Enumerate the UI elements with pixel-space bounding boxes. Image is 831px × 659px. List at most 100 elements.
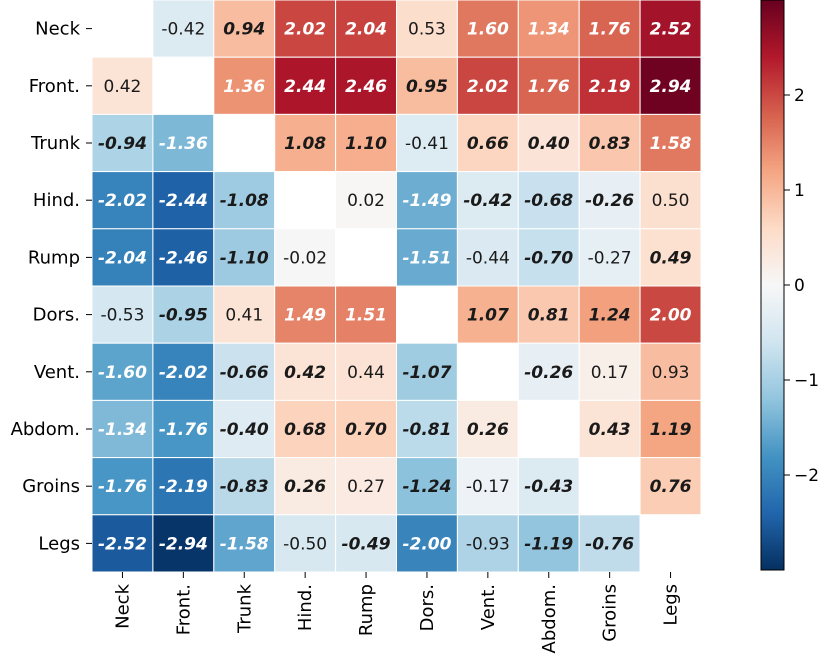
y-tick-label-vent: Vent. xyxy=(34,362,80,383)
cell-label-abdom-legs: 1.19 xyxy=(650,420,692,440)
cell-label-neck-trunk: 0.94 xyxy=(223,20,265,40)
cell-label-trunk-hind: 1.08 xyxy=(284,134,326,154)
cell-label-legs-rump: -0.49 xyxy=(342,534,391,554)
cell-label-legs-neck: -2.52 xyxy=(98,534,147,554)
colorbar: 210−1−2 xyxy=(761,0,819,570)
cell-label-neck-legs: 2.52 xyxy=(650,20,692,40)
cell-label-rump-legs: 0.49 xyxy=(650,248,692,268)
x-tick-label-trunk: Trunk xyxy=(234,583,255,634)
cell-label-vent-rump: 0.44 xyxy=(347,363,385,383)
cell-trunk-trunk xyxy=(214,114,275,171)
x-tick-label-legs: Legs xyxy=(661,584,682,626)
cell-label-vent-groins: 0.17 xyxy=(591,363,629,383)
cell-label-dors-legs: 2.00 xyxy=(650,306,692,326)
cell-label-groins-abdom: -0.43 xyxy=(524,477,573,497)
cell-label-abdom-vent: 0.26 xyxy=(467,420,509,440)
cell-label-front-rump: 2.46 xyxy=(345,77,387,97)
cell-label-front-groins: 2.19 xyxy=(589,77,631,97)
cell-rump-rump xyxy=(336,229,397,286)
cell-label-dors-rump: 1.51 xyxy=(345,306,387,326)
cell-label-abdom-groins: 0.43 xyxy=(589,420,631,440)
cell-label-front-legs: 2.94 xyxy=(650,77,692,97)
cell-label-front-vent: 2.02 xyxy=(467,77,509,97)
cell-label-vent-trunk: -0.66 xyxy=(220,363,269,383)
cell-label-rump-hind: -0.02 xyxy=(283,248,327,268)
heatmap-cells: -0.42 0.94 2.02 2.04 0.53 1.60 1.34 1.76 2.520.4… xyxy=(92,0,701,572)
y-tick-label-rump: Rump xyxy=(28,247,80,268)
x-tick-label-dors: Dors. xyxy=(417,584,438,631)
cell-label-legs-front: -2.94 xyxy=(159,534,208,554)
cell-label-dors-vent: 1.07 xyxy=(467,306,509,326)
colorbar-tick-label-3: −1 xyxy=(794,371,819,391)
cell-label-abdom-hind: 0.68 xyxy=(284,420,326,440)
x-axis-tick-labels: Neck Front. Trunk Hind. Rump Dors. Vent. Abdom.… xyxy=(112,572,681,653)
cell-label-dors-front: -0.95 xyxy=(159,306,208,326)
cell-label-vent-front: -2.02 xyxy=(159,363,208,383)
cell-label-rump-front: -2.46 xyxy=(159,248,208,268)
cell-label-abdom-trunk: -0.40 xyxy=(220,420,269,440)
cell-label-groins-legs: 0.76 xyxy=(650,477,692,497)
cell-label-groins-trunk: -0.83 xyxy=(220,477,269,497)
cell-label-rump-dors: -1.51 xyxy=(402,248,451,268)
cell-label-rump-abdom: -0.70 xyxy=(524,248,573,268)
cell-label-rump-vent: -0.44 xyxy=(466,248,510,268)
cell-label-trunk-legs: 1.58 xyxy=(650,134,692,154)
cell-label-abdom-rump: 0.70 xyxy=(345,420,387,440)
colorbar-gradient xyxy=(761,0,784,570)
y-tick-label-front: Front. xyxy=(29,76,80,97)
cell-label-trunk-neck: -0.94 xyxy=(98,134,147,154)
cell-label-groins-dors: -1.24 xyxy=(402,477,451,497)
colorbar-tick-label-0: 2 xyxy=(794,86,805,106)
cell-label-front-hind: 2.44 xyxy=(284,77,326,97)
cell-label-trunk-groins: 0.83 xyxy=(589,134,631,154)
colorbar-tick-label-1: 1 xyxy=(794,181,805,201)
cell-label-hind-front: -2.44 xyxy=(159,191,208,211)
cell-dors-dors xyxy=(397,286,458,343)
cell-label-neck-front: -0.42 xyxy=(161,20,205,40)
cell-label-trunk-abdom: 0.40 xyxy=(528,134,570,154)
cell-label-groins-neck: -1.76 xyxy=(98,477,147,497)
cell-label-vent-legs: 0.93 xyxy=(652,363,690,383)
cell-label-trunk-front: -1.36 xyxy=(159,134,208,154)
cell-label-hind-neck: -2.02 xyxy=(98,191,147,211)
cell-label-abdom-front: -1.76 xyxy=(159,420,208,440)
cell-abdom-abdom xyxy=(518,400,579,457)
cell-groins-groins xyxy=(579,458,640,515)
cell-label-hind-trunk: -1.08 xyxy=(220,191,269,211)
cell-label-groins-hind: 0.26 xyxy=(284,477,326,497)
cell-label-vent-abdom: -0.26 xyxy=(524,363,573,383)
cell-label-groins-rump: 0.27 xyxy=(347,477,385,497)
cell-label-dors-trunk: 0.41 xyxy=(225,306,263,326)
cell-label-vent-dors: -1.07 xyxy=(402,363,451,383)
y-tick-label-trunk: Trunk xyxy=(30,133,81,154)
cell-label-legs-trunk: -1.58 xyxy=(220,534,269,554)
cell-legs-legs xyxy=(640,515,701,572)
y-axis-tick-labels: NeckFront.TrunkHind.RumpDors.Vent.Abdom.… xyxy=(11,19,92,555)
cell-label-dors-hind: 1.49 xyxy=(284,306,326,326)
cell-label-hind-rump: 0.02 xyxy=(347,191,385,211)
cell-label-front-abdom: 1.76 xyxy=(528,77,570,97)
cell-label-hind-dors: -1.49 xyxy=(402,191,451,211)
cell-label-groins-front: -2.19 xyxy=(159,477,208,497)
cell-label-hind-abdom: -0.68 xyxy=(524,191,573,211)
cell-label-vent-neck: -1.60 xyxy=(98,363,147,383)
y-tick-label-hind: Hind. xyxy=(33,190,80,211)
y-tick-label-legs: Legs xyxy=(38,533,80,554)
cell-label-neck-dors: 0.53 xyxy=(408,20,446,40)
cell-hind-hind xyxy=(275,172,336,229)
y-tick-label-groins: Groins xyxy=(22,476,80,497)
x-tick-label-groins: Groins xyxy=(600,584,621,642)
x-tick-label-hind: Hind. xyxy=(295,584,316,631)
x-tick-label-front: Front. xyxy=(173,584,194,635)
cell-neck-neck xyxy=(92,0,153,57)
cell-label-hind-vent: -0.42 xyxy=(463,191,512,211)
cell-label-abdom-neck: -1.34 xyxy=(98,420,147,440)
cell-label-front-trunk: 1.36 xyxy=(223,77,265,97)
y-tick-label-dors: Dors. xyxy=(33,305,80,326)
cell-label-rump-neck: -2.04 xyxy=(98,248,147,268)
cell-label-neck-groins: 1.76 xyxy=(589,20,631,40)
y-tick-label-abdom: Abdom. xyxy=(11,419,80,440)
cell-label-abdom-dors: -0.81 xyxy=(402,420,451,440)
colorbar-tick-label-2: 0 xyxy=(794,276,805,296)
cell-label-front-neck: 0.42 xyxy=(104,77,142,97)
